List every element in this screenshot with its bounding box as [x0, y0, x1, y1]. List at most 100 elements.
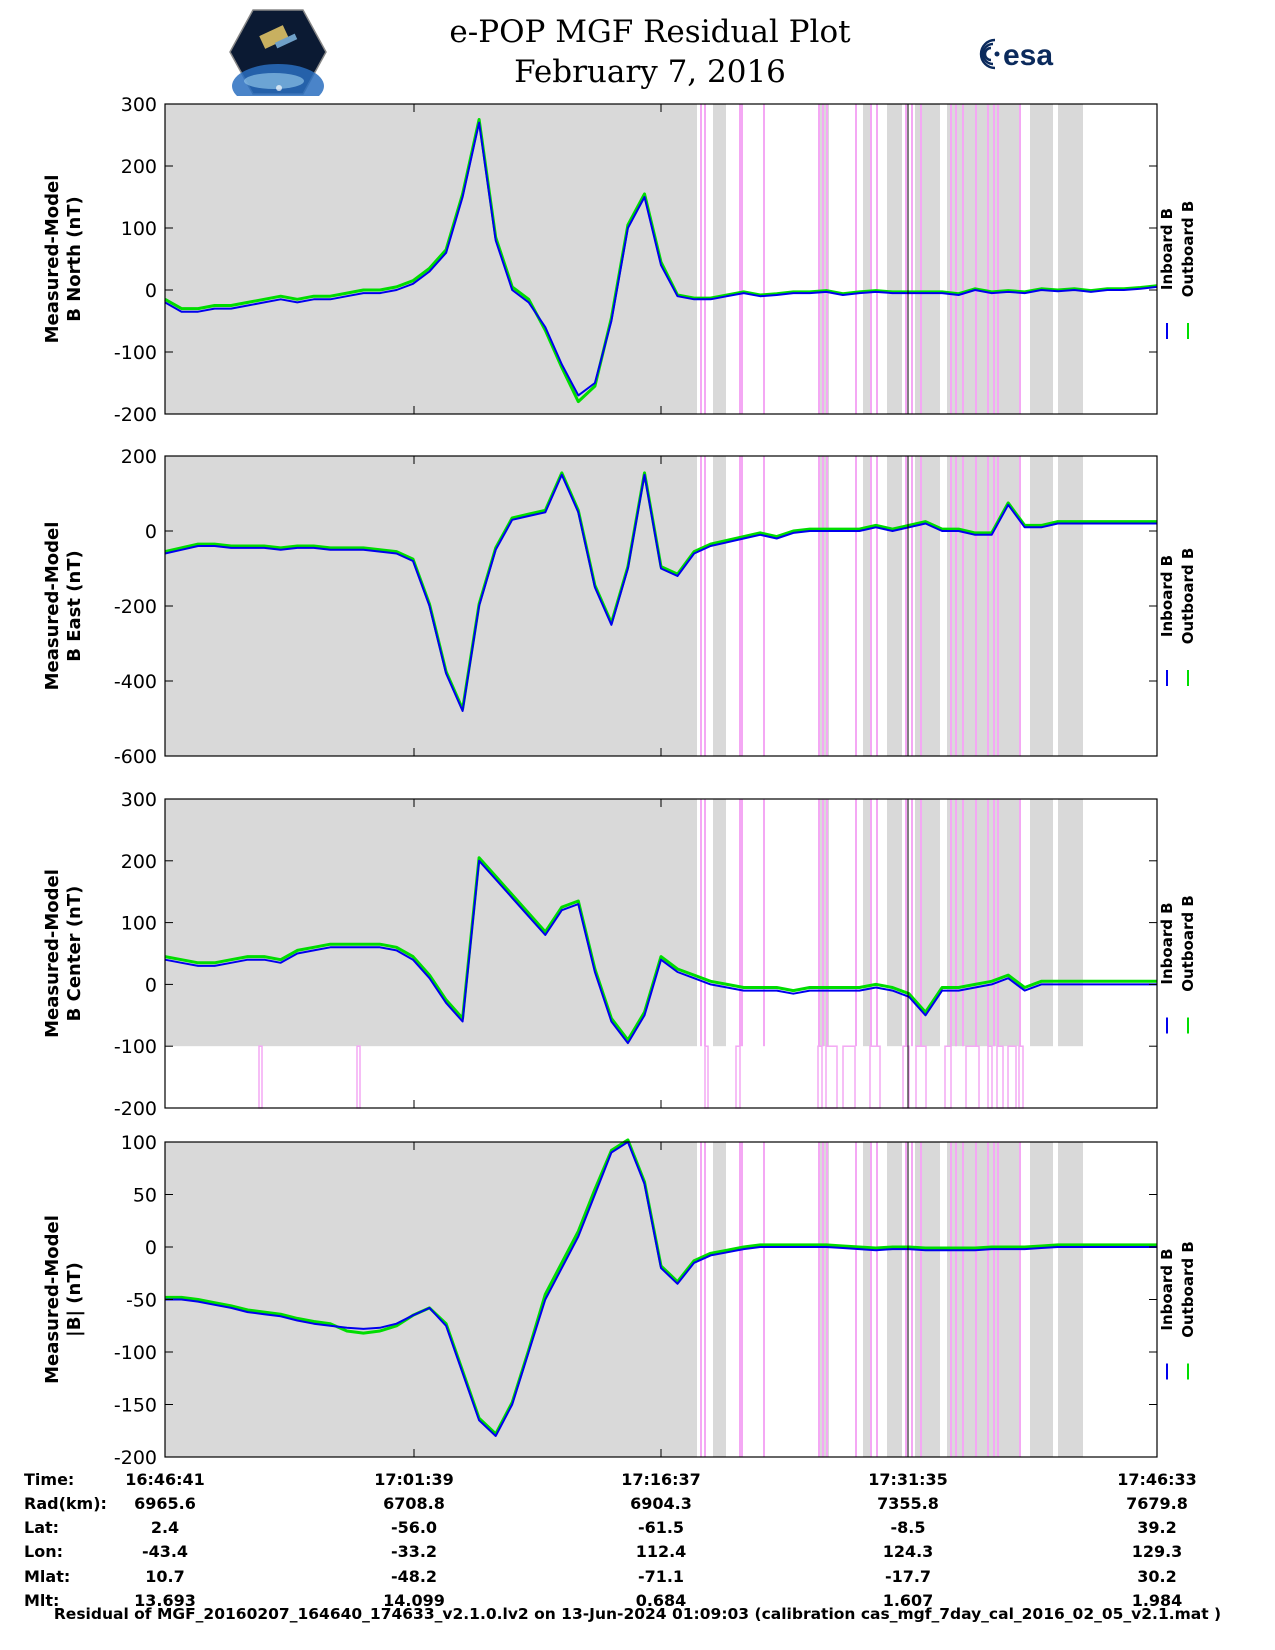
flag-line-15 — [950, 456, 952, 756]
flag-lower-14 — [996, 1045, 1004, 1109]
y-tick-label: -200 — [114, 1447, 157, 1469]
flag-line-22 — [1019, 104, 1021, 414]
data-gap-shade-4 — [863, 104, 872, 414]
ephemeris-value: -71.1 — [638, 1567, 684, 1586]
data-gap-shade-5 — [887, 1142, 902, 1457]
data-gap-shade-1 — [165, 799, 697, 1047]
y-tick-label: -100 — [114, 1036, 157, 1058]
y-tick-label: 300 — [121, 94, 157, 116]
legend-outboard: Outboard B — [1179, 1241, 1197, 1338]
flag-line-9 — [855, 1142, 857, 1457]
flag-line-20 — [993, 456, 995, 756]
data-gap-shade-6 — [915, 104, 940, 414]
legend-inboard: Inboard B — [1158, 555, 1176, 637]
flag-line-6 — [818, 104, 820, 414]
ephemeris-value: 124.3 — [883, 1542, 934, 1561]
footer-caption: Residual of MGF_20160207_164640_174633_v… — [53, 1605, 1222, 1623]
ephemeris-row-label: Rad(km): — [24, 1494, 107, 1513]
flag-lower-10 — [915, 1045, 927, 1109]
flag-line-1 — [700, 1142, 702, 1457]
data-gap-shade-6 — [915, 1142, 940, 1457]
series-line-inboard-b — [164, 473, 1157, 712]
flag-line-10 — [870, 1142, 872, 1457]
ephemeris-value: -33.2 — [391, 1542, 437, 1561]
y-tick-label: -200 — [114, 1098, 157, 1120]
y-tick-label: -200 — [114, 596, 157, 618]
flag-lower-11 — [944, 1045, 952, 1109]
flag-line-3 — [739, 104, 741, 414]
y-tick-label: 0 — [145, 974, 157, 996]
ephemeris-value: 1.607 — [883, 1591, 934, 1610]
data-gap-shade-5 — [887, 456, 902, 756]
data-gap-shade-2 — [713, 1142, 726, 1457]
flag-lower-6 — [825, 1045, 838, 1109]
flag-line-19 — [987, 799, 989, 1047]
data-gap-shade-9 — [1058, 456, 1083, 756]
flag-line-18 — [975, 1142, 977, 1457]
flag-line-17 — [962, 456, 964, 756]
y-tick-label: -50 — [126, 1290, 157, 1312]
flag-line-20 — [993, 799, 995, 1047]
y-tick-label: 0 — [145, 280, 157, 302]
flag-lower-12 — [965, 1045, 980, 1109]
ephemeris-value: -56.0 — [391, 1518, 437, 1537]
flag-lower-15 — [1007, 1045, 1017, 1109]
ephemeris-value: -43.4 — [142, 1542, 188, 1561]
y-tick-label: 200 — [121, 851, 157, 873]
legend-inboard: Inboard B — [1158, 208, 1176, 290]
data-gap-shade-9 — [1058, 799, 1083, 1047]
ephemeris-value: 16:46:41 — [125, 1470, 205, 1489]
flag-line-21 — [997, 104, 999, 414]
series-line-inboard-b — [164, 121, 1158, 397]
flag-line-13 — [911, 104, 913, 414]
flag-line-11 — [876, 1142, 878, 1457]
y-tick-label: -400 — [114, 671, 157, 693]
ephemeris-value: 17:16:37 — [621, 1470, 701, 1489]
y-tick-label: -100 — [114, 1342, 157, 1364]
flag-line-12 — [905, 456, 907, 756]
flag-lower-2 — [356, 1045, 361, 1109]
cassiope-logo — [229, 9, 327, 96]
flag-line-2 — [704, 104, 706, 414]
data-gap-shade-1 — [165, 104, 697, 414]
y-tick-label: 200 — [121, 446, 157, 468]
y-tick-label: -150 — [114, 1395, 157, 1417]
flag-line-1 — [700, 799, 702, 1047]
flag-line-3 — [739, 799, 741, 1047]
flag-line-17 — [962, 1142, 964, 1457]
flag-line-8 — [826, 799, 828, 1047]
plot-title: e-POP MGF Residual Plot February 7, 2016 — [380, 12, 920, 92]
flag-line-19 — [987, 456, 989, 756]
y-tick-label: -600 — [114, 746, 157, 768]
flag-line-5 — [763, 799, 765, 1047]
flag-line-14 — [920, 799, 922, 1047]
data-gap-shade-3 — [820, 104, 829, 414]
flag-lower-13 — [987, 1045, 993, 1109]
ephemeris-value: 1.984 — [1132, 1591, 1183, 1610]
flag-line-14 — [920, 456, 922, 756]
ephemeris-value: 112.4 — [636, 1542, 687, 1561]
flag-line-16 — [955, 104, 957, 414]
flag-line-16 — [955, 456, 957, 756]
flag-line-11 — [876, 799, 878, 1047]
y-axis-label-line-2: B North (nT) — [64, 196, 85, 322]
chart-panel-4: 100 50 0 -50 -100 -150 -200 Measured-Model |B| (… — [42, 1132, 1197, 1469]
legend-inboard: Inboard B — [1158, 902, 1176, 984]
data-gap-shade-7 — [947, 456, 1020, 756]
flag-lower-1 — [258, 1045, 263, 1109]
flag-line-7 — [822, 1142, 824, 1457]
flag-line-5 — [763, 1142, 765, 1457]
data-gap-shade-8 — [1030, 104, 1053, 414]
flag-line-11 — [876, 456, 878, 756]
data-gap-shade-4 — [863, 799, 872, 1047]
ephemeris-value: 2.4 — [151, 1518, 179, 1537]
flag-line-10 — [870, 799, 872, 1047]
flag-line-4 — [741, 104, 743, 414]
ephemeris-table: Time: Rad(km): Lat: Lon: Mlat: Mlt: 16:46:41 69… — [24, 1470, 1197, 1610]
flag-line-17 — [962, 104, 964, 414]
flag-line-22 — [1019, 456, 1021, 756]
y-tick-label: 0 — [145, 521, 157, 543]
flag-line-4 — [741, 1142, 743, 1457]
data-gap-shade-4 — [863, 456, 872, 756]
y-axis-label-line-1: Measured-Model — [42, 175, 63, 344]
